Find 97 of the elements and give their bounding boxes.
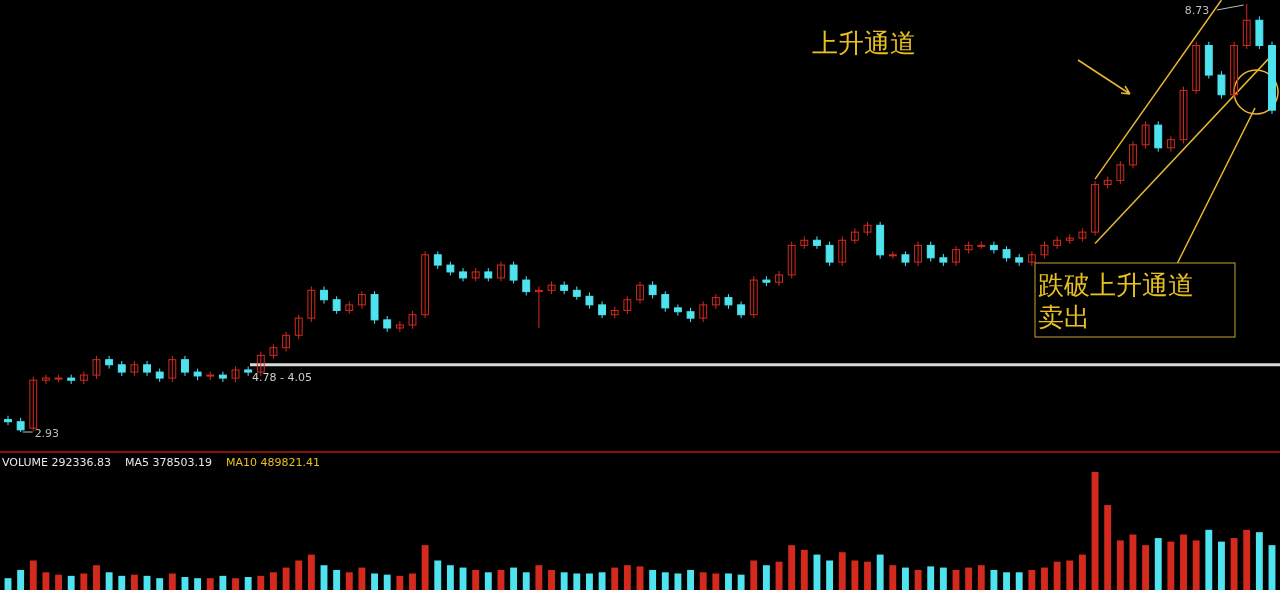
annotation: 8.73 <box>1184 4 1210 17</box>
bar <box>687 569 694 590</box>
bar <box>535 565 543 590</box>
bar <box>421 545 429 590</box>
bar <box>29 560 37 590</box>
bar <box>800 549 808 590</box>
bar <box>889 565 897 590</box>
bar <box>118 575 126 590</box>
bar <box>93 565 100 590</box>
bar <box>1041 567 1048 590</box>
bar <box>232 578 239 590</box>
bar <box>446 565 454 590</box>
bar <box>522 572 530 590</box>
bar <box>851 560 859 590</box>
bar <box>1255 532 1263 590</box>
bar <box>333 569 341 590</box>
annotation: 2.93 <box>34 427 60 440</box>
bar <box>1078 554 1086 590</box>
bar <box>130 574 138 590</box>
bar <box>1205 529 1213 590</box>
bar <box>573 573 581 590</box>
bar <box>762 565 770 590</box>
bar <box>864 561 871 590</box>
bar <box>168 573 176 590</box>
bar <box>307 554 315 590</box>
annotation: 卖出 <box>1038 302 1090 332</box>
bar <box>1154 538 1162 590</box>
bar <box>206 578 214 590</box>
text: VOLUME 292336.83 <box>2 456 112 469</box>
bar <box>371 573 378 590</box>
bar <box>295 560 303 590</box>
bar <box>750 560 758 590</box>
text: MA5 378503.19 <box>125 456 213 469</box>
bar <box>1180 534 1187 590</box>
bar <box>270 572 277 590</box>
bar <box>838 552 846 590</box>
bar <box>156 578 164 590</box>
bar <box>788 545 796 590</box>
bar <box>737 574 745 590</box>
bar <box>358 567 366 590</box>
bar <box>1192 540 1200 590</box>
bar <box>345 572 353 590</box>
annotation: 4.78 - 4.05 <box>252 370 312 384</box>
bar <box>383 574 391 590</box>
annotation: 上升通道 <box>812 28 916 58</box>
bar <box>409 573 416 590</box>
bar <box>484 572 492 590</box>
bar <box>699 572 707 590</box>
bar <box>1218 541 1225 590</box>
bar <box>17 569 25 590</box>
bar <box>826 560 834 590</box>
bar <box>396 575 404 590</box>
bar <box>1104 505 1112 590</box>
bar <box>42 572 50 590</box>
bar <box>1243 529 1251 590</box>
bar <box>914 569 922 590</box>
bar <box>939 567 947 590</box>
bar <box>434 560 442 590</box>
bar <box>510 567 518 590</box>
bar <box>990 569 998 590</box>
bar <box>55 574 62 590</box>
bar <box>927 566 935 590</box>
bar <box>67 575 75 590</box>
bar <box>80 573 88 590</box>
bar <box>194 578 202 590</box>
bar <box>598 572 606 590</box>
bar <box>1116 540 1124 590</box>
bar <box>611 567 619 590</box>
bar <box>649 569 657 590</box>
bar <box>105 572 113 590</box>
bar <box>674 573 682 590</box>
bar <box>1230 538 1238 590</box>
bar <box>902 567 909 590</box>
text: MA10 489821.41 <box>226 456 321 469</box>
bar <box>725 573 732 590</box>
bar <box>661 572 669 590</box>
bar <box>876 554 884 590</box>
bar <box>1015 572 1023 590</box>
bar <box>1003 572 1010 590</box>
bar <box>282 567 290 590</box>
bar <box>1167 541 1175 590</box>
bar <box>1142 545 1150 590</box>
bar <box>1053 561 1061 590</box>
bar <box>244 577 252 590</box>
bar <box>1066 560 1074 590</box>
bar <box>586 573 593 590</box>
bar <box>965 567 973 590</box>
bar <box>560 572 568 590</box>
bar <box>712 573 720 590</box>
bar <box>1028 569 1036 590</box>
bar <box>548 569 555 590</box>
bar <box>257 575 265 590</box>
bar <box>977 565 985 590</box>
bar <box>472 569 480 590</box>
bar <box>623 565 631 590</box>
bar <box>219 575 227 590</box>
annotation: 跌破上升通道 <box>1038 270 1194 300</box>
